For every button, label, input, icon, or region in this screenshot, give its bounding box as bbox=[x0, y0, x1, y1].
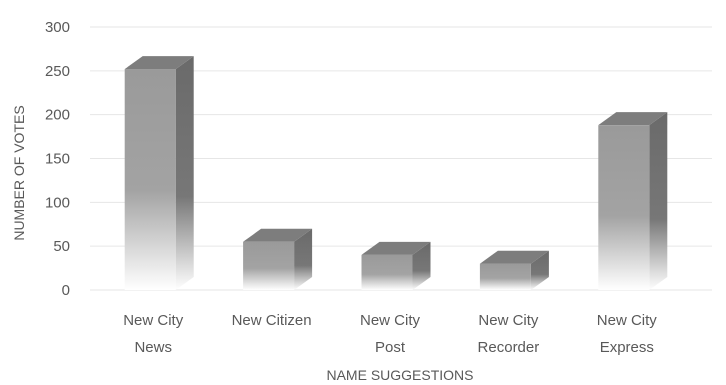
bar-side-face bbox=[412, 241, 431, 290]
bar-top-face bbox=[361, 241, 431, 255]
bar-front-face bbox=[361, 254, 413, 290]
bar-front-face bbox=[243, 241, 295, 290]
bar-top-face bbox=[124, 56, 194, 70]
bar-front-face bbox=[124, 69, 176, 290]
x-category-label: New Citizen bbox=[232, 312, 312, 329]
x-category-label: New City Recorder bbox=[478, 312, 540, 356]
y-tick-label: 250 bbox=[45, 63, 70, 80]
y-tick-label: 150 bbox=[45, 151, 70, 168]
bar-top-face bbox=[598, 112, 668, 126]
bars bbox=[124, 56, 668, 290]
bar-side-face bbox=[294, 228, 313, 290]
bar-side-face bbox=[175, 56, 194, 290]
bar-front-face bbox=[479, 263, 531, 290]
x-category-label: New City News bbox=[123, 312, 184, 356]
y-tick-label: 50 bbox=[53, 238, 70, 255]
y-tick-label: 100 bbox=[45, 194, 70, 211]
y-axis-title: NUMBER OF VOTES bbox=[11, 105, 27, 240]
bar-side-face bbox=[530, 250, 549, 290]
bar bbox=[361, 241, 431, 290]
x-category-label: New City Post bbox=[360, 312, 421, 356]
bar-side-face bbox=[649, 112, 668, 290]
bar bbox=[479, 250, 549, 290]
x-category-label: New City Express bbox=[597, 312, 658, 356]
y-axis-ticks: 0 50 100 150 200 250 300 bbox=[45, 19, 70, 299]
bar-top-face bbox=[479, 250, 549, 264]
y-tick-label: 200 bbox=[45, 107, 70, 124]
y-tick-label: 300 bbox=[45, 19, 70, 36]
bar-top-face bbox=[243, 228, 313, 242]
y-tick-label: 0 bbox=[62, 282, 70, 299]
x-axis-categories: New City News New Citizen New City Post New C… bbox=[123, 312, 657, 356]
bar bbox=[598, 112, 668, 290]
bar bbox=[243, 228, 313, 290]
bar bbox=[124, 56, 194, 290]
bar-front-face bbox=[598, 125, 650, 290]
x-axis-title: NAME SUGGESTIONS bbox=[326, 367, 473, 383]
